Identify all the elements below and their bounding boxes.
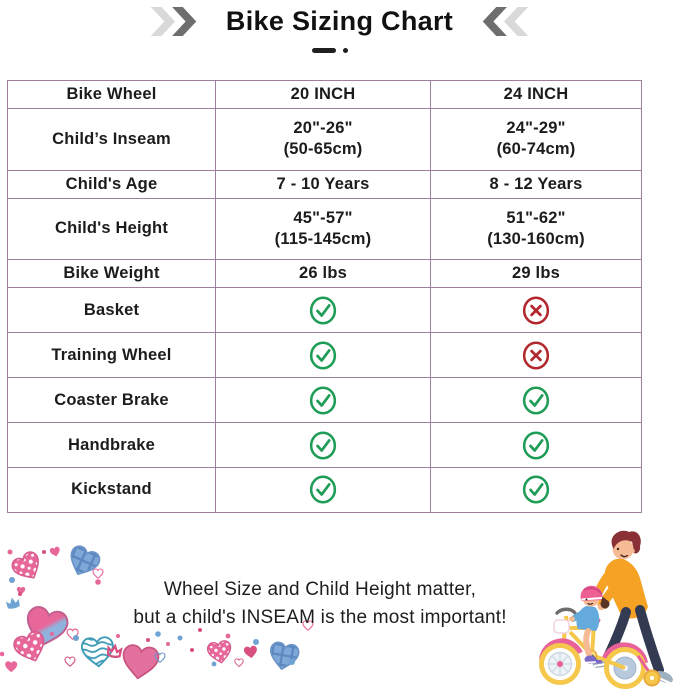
table-body: Bike Wheel 20 INCH 24 INCH Child’s Inseam 20… [7, 79, 642, 514]
row-label: Bike Wheel [7, 79, 216, 110]
table-row: Basket [7, 287, 642, 334]
row-label: Training Wheel [7, 332, 216, 379]
row-label: Kickstand [7, 466, 216, 514]
bike-seat [587, 617, 601, 625]
check-cell [430, 466, 642, 514]
cross-cell [430, 332, 642, 379]
cross-circle-icon [522, 296, 550, 325]
value-cell: 24 INCH [430, 79, 642, 110]
check-cell [215, 422, 431, 468]
table-row: Child's Height 45"-57" (115-145cm) 51"-62" (… [7, 197, 642, 261]
chevrons-right-icon [150, 6, 197, 36]
value-main: 45"-57" [293, 208, 353, 227]
row-label: Child’s Inseam [7, 108, 216, 171]
table-row: Training Wheel [7, 332, 642, 379]
note-line-2: but a child's INSEAM is the most importa… [133, 607, 507, 628]
value-cell: 20"-26" (50-65cm) [215, 108, 431, 171]
dot-icon [342, 47, 348, 53]
bike-sizing-table: Bike Wheel 20 INCH 24 INCH Child’s Inseam 20… [7, 79, 642, 514]
page-title: Bike Sizing Chart [225, 5, 454, 36]
value-cell: 29 lbs [430, 259, 642, 289]
value-sub: (130-160cm) [487, 229, 585, 248]
check-cell [430, 377, 642, 424]
note-line-1: Wheel Size and Child Height matter, [163, 579, 477, 600]
row-label: Handbrake [7, 422, 216, 468]
table-row: Coaster Brake [7, 377, 642, 424]
value-cell: 20 INCH [215, 79, 431, 110]
row-label: Coaster Brake [7, 377, 216, 424]
value-cell: 24"-29" (60-74cm) [430, 108, 642, 171]
check-cell [215, 287, 431, 334]
table-row: Bike Wheel 20 INCH 24 INCH [7, 79, 642, 110]
footer-note: Wheel Size and Child Height matter, but … [60, 576, 580, 632]
check-circle-icon [309, 386, 337, 415]
value-cell: 51"-62" (130-160cm) [430, 197, 642, 261]
header: Bike Sizing Chart [0, 0, 679, 39]
check-circle-icon [309, 296, 337, 325]
parent-figure [591, 530, 673, 685]
check-cell [215, 466, 431, 514]
check-cell [215, 332, 431, 379]
check-cell [430, 422, 642, 468]
table-row: Kickstand [7, 466, 642, 514]
value-sub: (60-74cm) [496, 140, 576, 159]
title-underline-icon [0, 42, 669, 58]
check-circle-icon [309, 475, 337, 505]
cross-cell [430, 287, 642, 334]
value-cell: 7 - 10 Years [215, 169, 431, 199]
table-row: Bike Weight 26 lbs 29 lbs [7, 259, 642, 289]
table-row: Child's Age 7 - 10 Years 8 - 12 Years [7, 169, 642, 199]
check-circle-icon [309, 430, 337, 460]
cross-circle-icon [522, 341, 550, 370]
value-cell: 45"-57" (115-145cm) [215, 197, 431, 261]
bike-front [539, 638, 583, 685]
bike-rear [601, 642, 661, 689]
table-row: Child’s Inseam 20"-26" (50-65cm) 24"-29" (60… [7, 108, 642, 171]
check-circle-icon [522, 386, 550, 415]
value-sub: (115-145cm) [274, 229, 372, 248]
check-cell [215, 377, 431, 424]
value-cell: 26 lbs [215, 259, 431, 289]
row-label: Bike Weight [7, 259, 216, 289]
check-circle-icon [309, 341, 337, 370]
value-cell: 8 - 12 Years [430, 169, 642, 199]
value-sub: (50-65cm) [283, 140, 363, 159]
row-label: Child's Age [7, 169, 216, 199]
row-label: Basket [7, 287, 216, 334]
value-main: 51"-62" [506, 208, 566, 227]
dash-icon [311, 47, 336, 53]
value-main: 20"-26" [293, 118, 353, 137]
row-label: Child's Height [7, 197, 216, 261]
table-row: Handbrake [7, 422, 642, 468]
check-circle-icon [522, 430, 550, 460]
value-main: 24"-29" [506, 118, 566, 137]
chevrons-left-icon [482, 6, 529, 36]
check-circle-icon [522, 475, 550, 505]
